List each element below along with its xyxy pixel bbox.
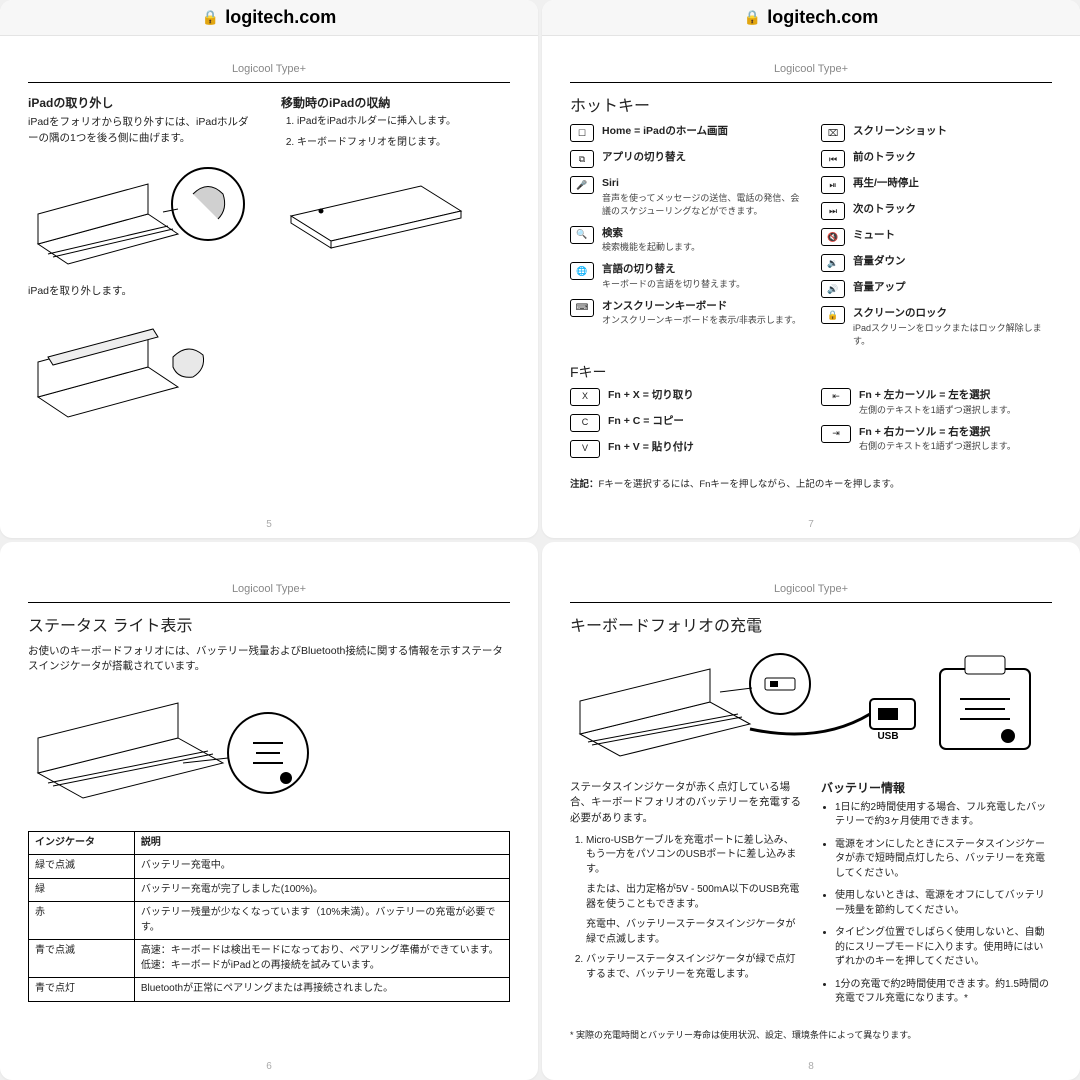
- illustration-status-light: [28, 683, 348, 813]
- hotkey-row: 🔒スクリーンのロックiPadスクリーンをロックまたはロック解除します。: [821, 306, 1052, 348]
- h-status: ステータス ライト表示: [28, 615, 510, 638]
- key-icon: 🎤: [570, 176, 594, 194]
- browser-url-bar[interactable]: 🔒 logitech.com: [542, 0, 1080, 36]
- table-row: 緑で点滅バッテリー充電中。: [29, 855, 510, 879]
- doc-header: Logicool Type+: [570, 62, 1052, 78]
- doc-page-8: Logicool Type+ キーボードフォリオの充電 USB ステータスインジ…: [542, 542, 1080, 1080]
- page-number: 7: [808, 518, 814, 533]
- key-icon: ⌨: [570, 299, 594, 317]
- page-number: 8: [808, 1060, 814, 1075]
- key-icon: ⇤: [821, 388, 851, 406]
- p5-steps: iPadをiPadホルダーに挿入します。 キーボードフォリオを閉じます。: [281, 115, 510, 150]
- key-icon: ⧉: [570, 150, 594, 168]
- panel-page-7: 🔒 logitech.com Logicool Type+ ホットキー ☐Hom…: [542, 0, 1080, 538]
- hotkey-row: ⌧スクリーンショット: [821, 124, 1052, 142]
- page-number: 5: [266, 518, 272, 533]
- doc-page-5: Logicool Type+ iPadの取り外し iPadをフォリオから取り外す…: [0, 36, 538, 538]
- key-icon: V: [570, 440, 600, 458]
- key-icon: C: [570, 414, 600, 432]
- url-text: logitech.com: [225, 7, 336, 28]
- p6-text: お使いのキーボードフォリオには、バッテリー残量およびBluetooth接続に関す…: [28, 644, 510, 674]
- hotkey-row: ⧉アプリの切り替え: [570, 150, 801, 168]
- h-charge: キーボードフォリオの充電: [570, 615, 1052, 638]
- doc-header: Logicool Type+: [570, 582, 1052, 598]
- rule: [28, 602, 510, 603]
- panel-page-6: Logicool Type+ ステータス ライト表示 お使いのキーボードフォリオ…: [0, 542, 538, 1080]
- hotkey-row: ⏯再生/一時停止: [821, 176, 1052, 194]
- key-icon: ⏭: [821, 202, 845, 220]
- key-icon: ☐: [570, 124, 594, 142]
- h-remove: iPadの取り外し: [28, 95, 257, 112]
- h-hotkeys: ホットキー: [570, 95, 1052, 118]
- browser-url-bar[interactable]: 🔒 logitech.com: [0, 0, 538, 36]
- doc-header: Logicool Type+: [28, 582, 510, 598]
- hotkey-row: 🔍検索検索機能を起動します。: [570, 226, 801, 255]
- table-row: 青で点滅高速：キーボードは検出モードになっており、ペアリング準備ができています。…: [29, 940, 510, 978]
- panel-page-8: Logicool Type+ キーボードフォリオの充電 USB ステータスインジ…: [542, 542, 1080, 1080]
- key-icon: 🔍: [570, 226, 594, 244]
- lock-icon: 🔒: [202, 9, 219, 26]
- doc-page-6: Logicool Type+ ステータス ライト表示 お使いのキーボードフォリオ…: [0, 542, 538, 1080]
- hotkey-row: VFn + V = 貼り付け: [570, 440, 801, 458]
- hotkey-row: ⏮前のトラック: [821, 150, 1052, 168]
- hotkey-row: ☐Home = iPadのホーム画面: [570, 124, 801, 142]
- note: 注記：Fキーを選択するには、Fnキーを押しながら、上記のキーを押します。: [570, 478, 1052, 492]
- hotkey-row: 🎤Siri音声を使ってメッセージの送信、電話の発信、会議のスケジューリングなどが…: [570, 176, 801, 218]
- h-fkeys: Fキー: [570, 362, 1052, 382]
- page-number: 6: [266, 1060, 272, 1075]
- hotkey-row: 🔊音量アップ: [821, 280, 1052, 298]
- hotkey-columns: ☐Home = iPadのホーム画面 ⧉アプリの切り替え 🎤Siri音声を使ってメッ…: [570, 124, 1052, 356]
- illustration-remove-corner: [28, 154, 248, 274]
- hotkey-row: ⌨オンスクリーンキーボードオンスクリーンキーボードを表示/非表示します。: [570, 299, 801, 328]
- table-row: 青で点灯Bluetoothが正常にペアリングまたは再接続されました。: [29, 978, 510, 1002]
- doc-page-7: Logicool Type+ ホットキー ☐Home = iPadのホーム画面 ⧉…: [542, 36, 1080, 538]
- illustration-remove-ipad: [28, 307, 228, 427]
- url-text: logitech.com: [767, 7, 878, 28]
- table-row: 緑バッテリー充電が完了しました(100%)。: [29, 878, 510, 902]
- rule: [28, 82, 510, 83]
- key-icon: 🌐: [570, 262, 594, 280]
- key-icon: 🔉: [821, 254, 845, 272]
- hotkey-row: ⇥Fn + 右カーソル = 右を選択右側のテキストを1語ずつ選択します。: [821, 425, 1052, 454]
- key-icon: ⌧: [821, 124, 845, 142]
- fkey-columns: XFn + X = 切り取り CFn + C = コピー VFn + V = 貼り付…: [570, 388, 1052, 466]
- illustration-charging: USB: [570, 644, 1040, 774]
- key-icon: 🔒: [821, 306, 845, 324]
- hotkey-row: ⏭次のトラック: [821, 202, 1052, 220]
- rule: [570, 602, 1052, 603]
- p8-steps: Micro-USBケーブルを充電ポートに差し込み、もう一方をパソコンのUSBポー…: [570, 834, 801, 983]
- hotkey-row: 🌐言語の切り替えキーボードの言語を切り替えます。: [570, 262, 801, 291]
- table-row: 赤バッテリー残量が少なくなっています（10%未満）。バッテリーの充電が必要です。: [29, 902, 510, 940]
- p5-text1: iPadをフォリオから取り外すには、iPadホルダーの隅の1つを後ろ側に曲げます…: [28, 115, 257, 145]
- h-battery-info: バッテリー情報: [821, 780, 1052, 797]
- th-indicator: インジケータ: [29, 831, 135, 855]
- lock-icon: 🔒: [744, 9, 761, 26]
- hotkey-row: XFn + X = 切り取り: [570, 388, 801, 406]
- footnote: * 実際の充電時間とバッテリー寿命は使用状況、設定、環境条件によって異なります。: [570, 1029, 1052, 1042]
- illustration-folio-closed: [281, 156, 481, 276]
- h-store: 移動時のiPadの収納: [281, 95, 510, 112]
- panel-page-5: 🔒 logitech.com Logicool Type+ iPadの取り外し …: [0, 0, 538, 538]
- key-icon: 🔊: [821, 280, 845, 298]
- hotkey-row: ⇤Fn + 左カーソル = 左を選択左側のテキストを1語ずつ選択します。: [821, 388, 1052, 417]
- hotkey-row: CFn + C = コピー: [570, 414, 801, 432]
- p8-intro: ステータスインジケータが赤く点灯している場合、キーボードフォリオのバッテリーを充…: [570, 780, 801, 826]
- p5-text2: iPadを取り外します。: [28, 284, 257, 299]
- th-desc: 説明: [134, 831, 509, 855]
- doc-header: Logicool Type+: [28, 62, 510, 78]
- key-icon: ⏮: [821, 150, 845, 168]
- svg-text:USB: USB: [877, 731, 898, 742]
- key-icon: 🔇: [821, 228, 845, 246]
- rule: [570, 82, 1052, 83]
- status-table: インジケータ説明 緑で点滅バッテリー充電中。緑バッテリー充電が完了しました(10…: [28, 831, 510, 1002]
- battery-info-list: 1日に約2時間使用する場合、フル充電したバッテリーで約3ヶ月使用できます。電源を…: [821, 801, 1052, 1007]
- key-icon: X: [570, 388, 600, 406]
- hotkey-row: 🔇ミュート: [821, 228, 1052, 246]
- hotkey-row: 🔉音量ダウン: [821, 254, 1052, 272]
- key-icon: ⇥: [821, 425, 851, 443]
- key-icon: ⏯: [821, 176, 845, 194]
